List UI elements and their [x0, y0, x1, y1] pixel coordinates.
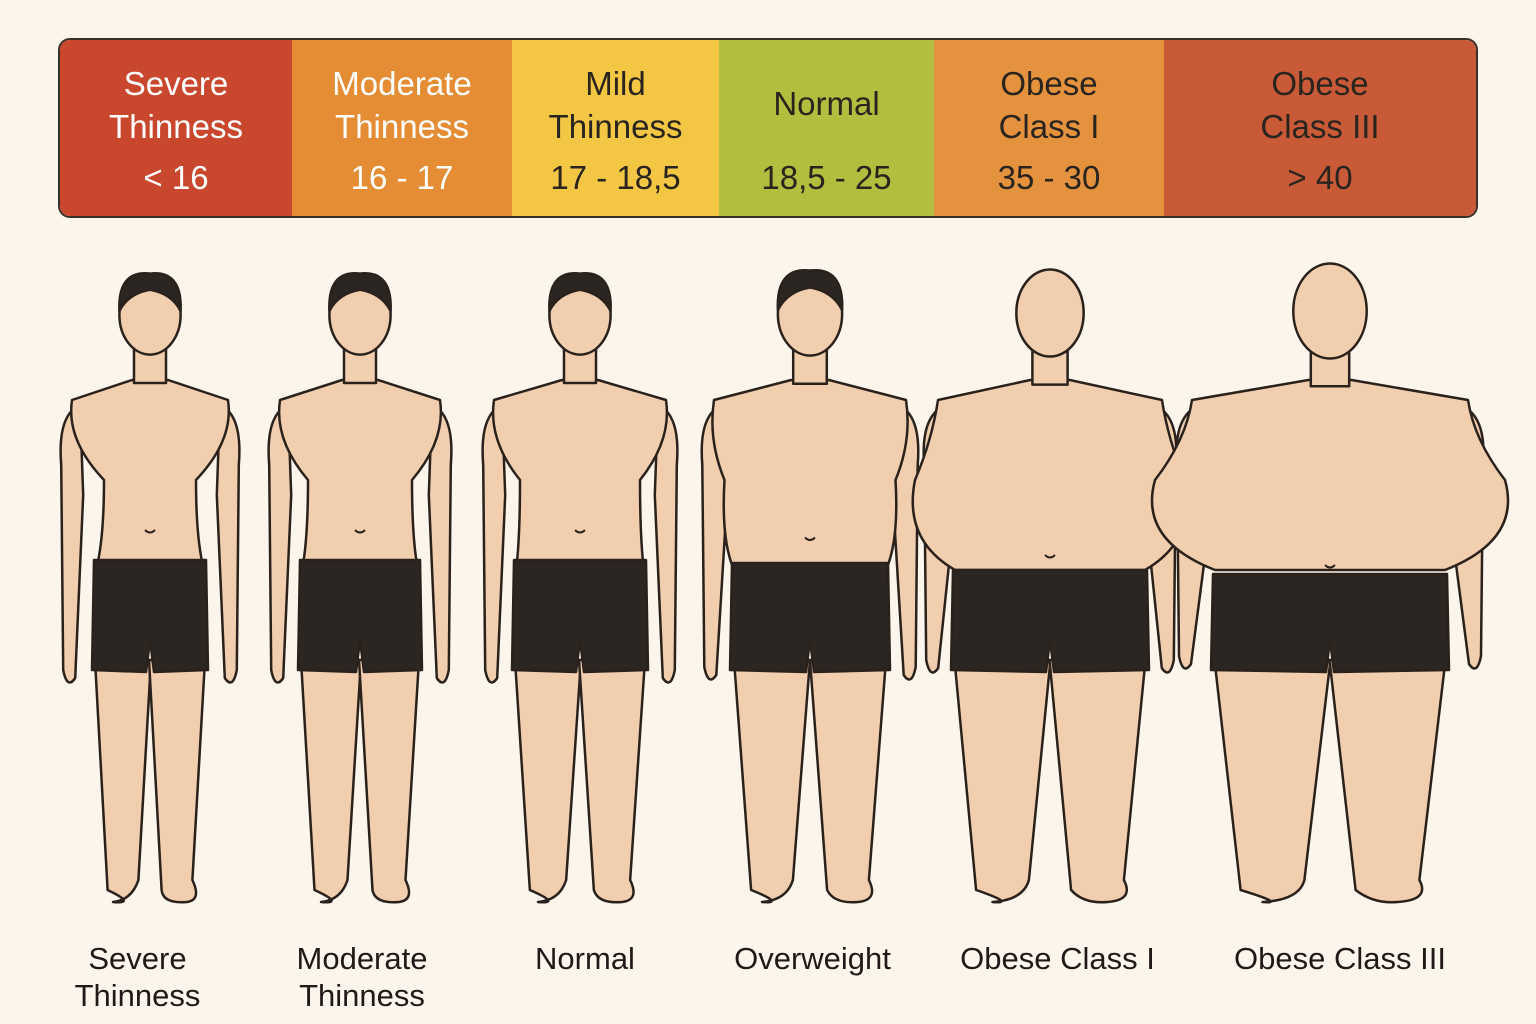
caption-overweight: Overweight [734, 941, 891, 976]
shorts [90, 558, 210, 674]
segment-moderate-thinness: Moderate Thinness 16 - 17 [292, 40, 512, 216]
segment-severe-thinness: Severe Thinness < 16 [60, 40, 292, 216]
segment-obese-class-i: Obese Class I 35 - 30 [934, 40, 1164, 216]
navel [574, 529, 586, 534]
left-leg [299, 658, 363, 904]
left-leg [513, 658, 583, 904]
shorts [728, 561, 892, 674]
hair [328, 272, 392, 313]
torso [69, 378, 231, 572]
left-arm [481, 403, 507, 684]
right-arm [653, 403, 679, 684]
figure-normal [481, 272, 679, 904]
navel [804, 536, 816, 541]
shorts [296, 558, 424, 674]
bmi-scale-bar: Severe Thinness < 16 Moderate Thinness 1… [58, 38, 1478, 218]
figure-obese-class-iii [1150, 262, 1510, 904]
left-leg [953, 658, 1052, 904]
right-leg [1328, 658, 1447, 904]
figure-moderate-thinness [267, 272, 453, 904]
segment-name: Obese Class III [1260, 65, 1380, 145]
navel [1324, 564, 1336, 569]
segment-range: 16 - 17 [350, 159, 454, 196]
navel [144, 529, 156, 534]
torso [1150, 378, 1510, 572]
caption-normal: Normal [535, 941, 635, 976]
shorts [949, 568, 1151, 674]
caption-severe-thinness: Severe Thinness [74, 941, 201, 1013]
torso [491, 378, 669, 572]
hair [776, 269, 844, 312]
segment-name: Obese Class I [998, 65, 1100, 145]
right-arm [215, 403, 241, 684]
right-leg [1048, 658, 1147, 904]
navel [1044, 554, 1056, 559]
figure-overweight [700, 269, 920, 904]
figure-severe-thinness [59, 272, 241, 904]
right-leg [808, 658, 888, 904]
left-arm [267, 403, 293, 684]
torso [711, 378, 909, 572]
segment-name: Mild Thinness [548, 65, 683, 145]
segment-name: Normal [773, 85, 880, 122]
segment-obese-class-iii: Obese Class III > 40 [1164, 40, 1476, 216]
hair [548, 272, 612, 313]
figure-obese-class-i [911, 268, 1189, 904]
segment-normal: Normal 18,5 - 25 [719, 40, 934, 216]
right-arm [427, 403, 453, 684]
head [1292, 262, 1368, 360]
hair [118, 272, 182, 313]
torso [911, 378, 1189, 572]
right-leg [577, 658, 647, 904]
segment-range: > 40 [1287, 159, 1353, 196]
body-figures [59, 262, 1510, 904]
shorts [1209, 572, 1451, 674]
left-arm [59, 403, 85, 684]
segment-range: 17 - 18,5 [550, 159, 681, 196]
left-leg [93, 658, 153, 904]
segment-range: 18,5 - 25 [761, 159, 892, 196]
caption-obese-class-iii: Obese Class III [1234, 941, 1446, 976]
segment-name: Severe Thinness [109, 65, 243, 145]
segment-range: < 16 [143, 159, 209, 196]
head [1015, 268, 1085, 358]
caption-moderate-thinness: Moderate Thinness [296, 941, 428, 1013]
left-leg [732, 658, 812, 904]
segment-range: 35 - 30 [997, 159, 1101, 196]
navel [354, 529, 366, 534]
caption-obese-class-i: Obese Class I [960, 941, 1155, 976]
right-leg [357, 658, 421, 904]
segment-mild-thinness: Mild Thinness 17 - 18,5 [512, 40, 719, 216]
torso [277, 378, 443, 572]
shorts [510, 558, 650, 674]
left-leg [1213, 658, 1332, 904]
segment-name: Moderate Thinness [332, 65, 472, 145]
right-leg [147, 658, 207, 904]
